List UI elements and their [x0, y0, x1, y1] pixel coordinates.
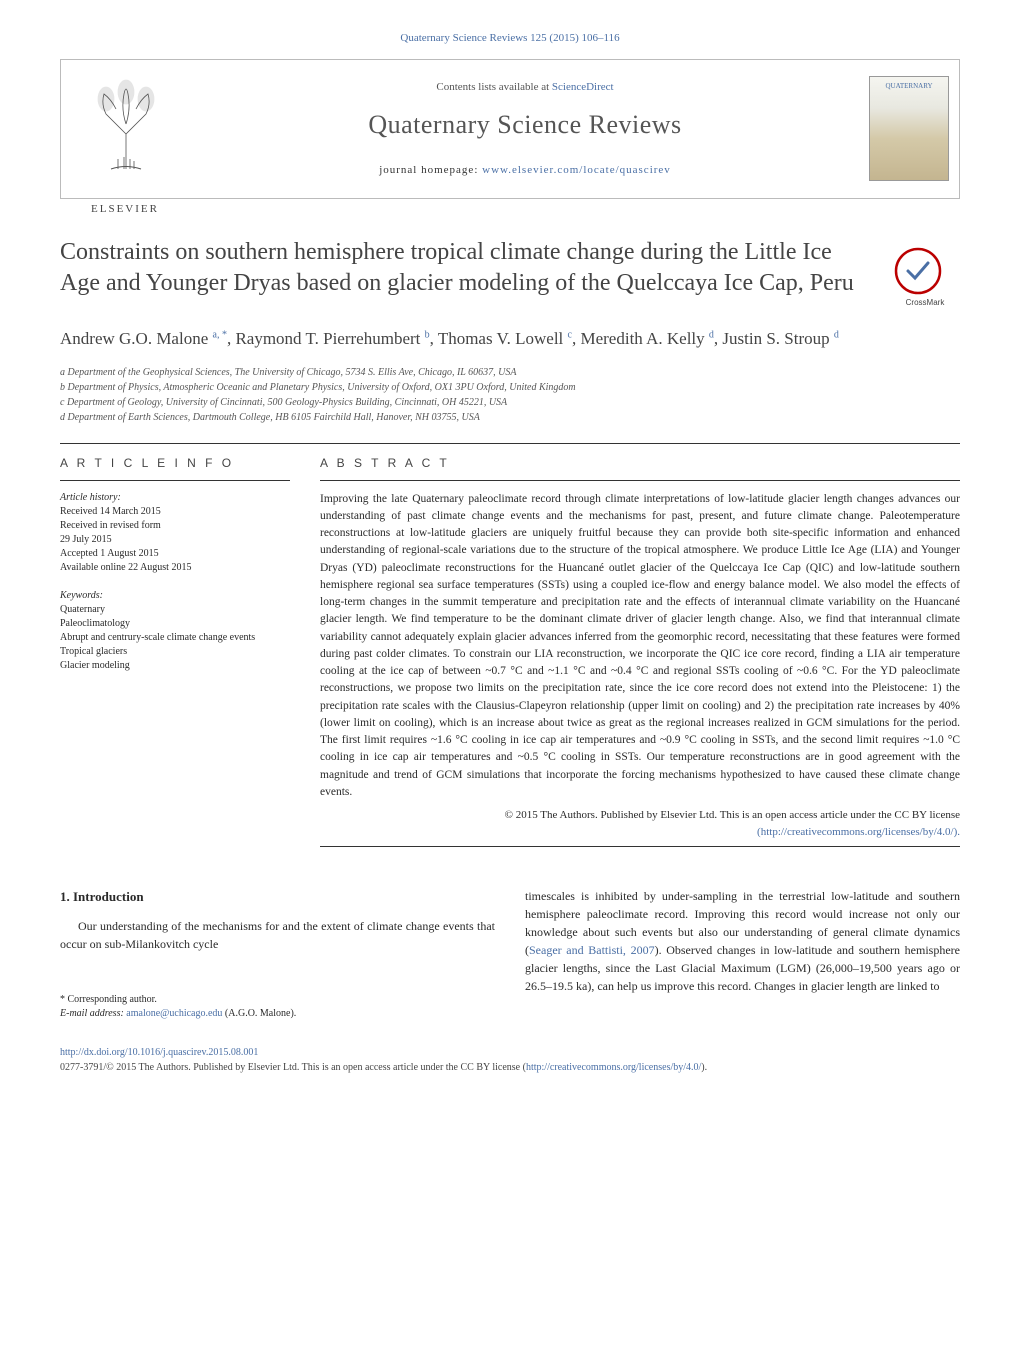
divider	[320, 846, 960, 847]
author-email-link[interactable]: amalone@uchicago.edu	[126, 1008, 222, 1019]
keyword: Abrupt and centrury-scale climate change…	[60, 631, 290, 645]
journal-name: Quaternary Science Reviews	[368, 105, 681, 144]
affiliation-a: a Department of the Geophysical Sciences…	[60, 366, 960, 380]
cover-label: QUATERNARY	[885, 81, 932, 92]
received-date: Received 14 March 2015	[60, 505, 290, 519]
header-center: Contents lists available at ScienceDirec…	[191, 60, 859, 198]
revised-line1: Received in revised form	[60, 519, 290, 533]
intro-paragraph-left: Our understanding of the mechanisms for …	[60, 917, 495, 953]
keyword: Glacier modeling	[60, 659, 290, 673]
elsevier-tree-icon	[76, 74, 176, 184]
history-label: Article history:	[60, 491, 290, 505]
crossmark-icon[interactable]: CrossMark	[890, 243, 960, 313]
body-columns: 1. Introduction Our understanding of the…	[60, 887, 960, 1021]
article-info-column: A R T I C L E I N F O Article history: R…	[60, 454, 290, 858]
footer-license-link[interactable]: http://creativecommons.org/licenses/by/4…	[526, 1062, 701, 1073]
intro-paragraph-right: timescales is inhibited by under-samplin…	[525, 887, 960, 995]
contents-line: Contents lists available at ScienceDirec…	[436, 79, 613, 96]
article-history: Article history: Received 14 March 2015 …	[60, 491, 290, 575]
license-link[interactable]: (http://creativecommons.org/licenses/by/…	[757, 826, 960, 838]
affiliation-d: d Department of Earth Sciences, Dartmout…	[60, 411, 960, 425]
accepted-date: Accepted 1 August 2015	[60, 547, 290, 561]
doi-link[interactable]: http://dx.doi.org/10.1016/j.quascirev.20…	[60, 1047, 258, 1058]
article-title: Constraints on southern hemisphere tropi…	[60, 237, 870, 299]
corresponding-star: * Corresponding author.	[60, 993, 495, 1007]
left-column: 1. Introduction Our understanding of the…	[60, 887, 495, 1021]
keyword: Quaternary	[60, 603, 290, 617]
divider	[60, 443, 960, 444]
divider	[60, 480, 290, 481]
keywords-label: Keywords:	[60, 589, 290, 603]
abstract-body: Improving the late Quaternary paleoclima…	[320, 491, 960, 802]
reference-link[interactable]: Seager and Battisti, 2007	[529, 943, 655, 957]
journal-cover-icon: QUATERNARY	[869, 76, 949, 181]
keywords-block: Keywords: Quaternary Paleoclimatology Ab…	[60, 589, 290, 673]
authors: Andrew G.O. Malone a, *, Raymond T. Pier…	[60, 327, 960, 352]
homepage-prefix: journal homepage:	[379, 164, 482, 176]
article-info-heading: A R T I C L E I N F O	[60, 454, 290, 472]
corresponding-author-note: * Corresponding author. E-mail address: …	[60, 993, 495, 1021]
sciencedirect-link[interactable]: ScienceDirect	[552, 81, 614, 93]
divider	[320, 480, 960, 481]
affiliations: a Department of the Geophysical Sciences…	[60, 366, 960, 425]
homepage-line: journal homepage: www.elsevier.com/locat…	[379, 162, 671, 179]
affiliation-c: c Department of Geology, University of C…	[60, 396, 960, 410]
footer-copyright-pre: 0277-3791/© 2015 The Authors. Published …	[60, 1062, 526, 1073]
copyright-text: © 2015 The Authors. Published by Elsevie…	[505, 809, 960, 821]
intro-heading: 1. Introduction	[60, 887, 495, 907]
homepage-link[interactable]: www.elsevier.com/locate/quascirev	[482, 164, 671, 176]
contents-prefix: Contents lists available at	[436, 81, 551, 93]
crossmark-label: CrossMark	[906, 298, 946, 307]
abstract-footer: © 2015 The Authors. Published by Elsevie…	[320, 807, 960, 840]
abstract-heading: A B S T R A C T	[320, 454, 960, 472]
revised-line2: 29 July 2015	[60, 533, 290, 547]
right-column: timescales is inhibited by under-samplin…	[525, 887, 960, 1021]
journal-header: Contents lists available at ScienceDirec…	[60, 59, 960, 199]
elsevier-wordmark: ELSEVIER	[60, 201, 190, 218]
online-date: Available online 22 August 2015	[60, 561, 290, 575]
publisher-logo-cell	[61, 60, 191, 198]
affiliation-b: b Department of Physics, Atmospheric Oce…	[60, 381, 960, 395]
page-footer: http://dx.doi.org/10.1016/j.quascirev.20…	[60, 1045, 960, 1075]
citation-link[interactable]: Quaternary Science Reviews 125 (2015) 10…	[60, 30, 960, 47]
email-label: E-mail address:	[60, 1008, 126, 1019]
cover-cell: QUATERNARY	[859, 60, 959, 198]
keyword: Tropical glaciers	[60, 645, 290, 659]
author-name-suffix: (A.G.O. Malone).	[222, 1008, 296, 1019]
keyword: Paleoclimatology	[60, 617, 290, 631]
footer-copyright-post: ).	[701, 1062, 707, 1073]
abstract-column: A B S T R A C T Improving the late Quate…	[320, 454, 960, 858]
